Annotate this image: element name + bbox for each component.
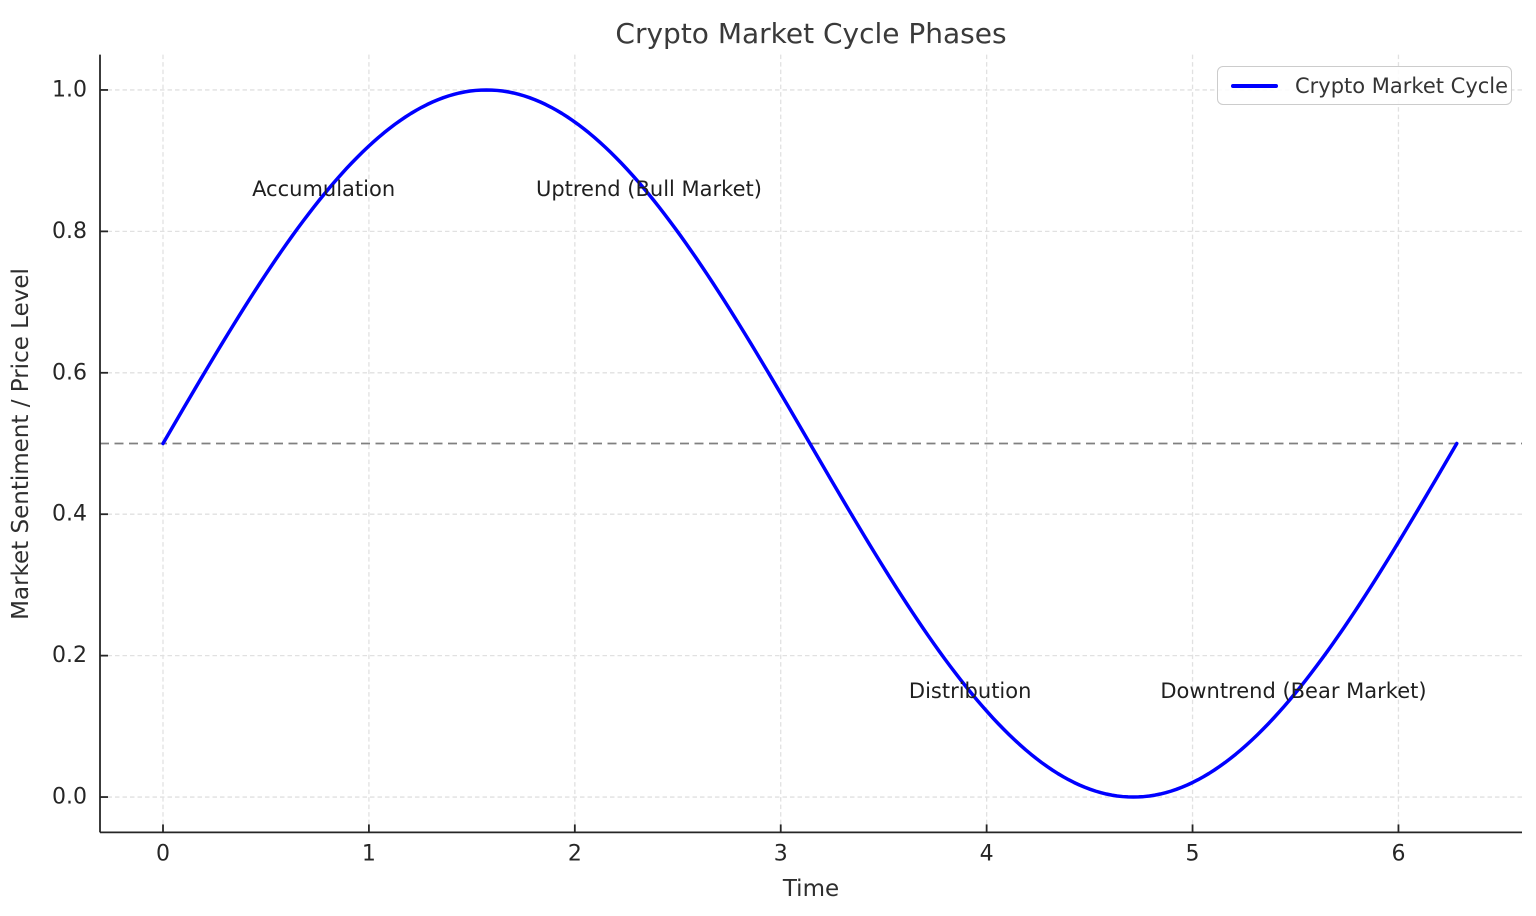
legend-line-swatch	[1231, 83, 1278, 88]
y-tick-label: 0.8	[52, 219, 87, 244]
curve-layer	[161, 88, 1459, 799]
x-tick-label: 6	[1391, 841, 1405, 866]
x-tick-label: 4	[980, 841, 994, 866]
legend-label: Crypto Market Cycle	[1295, 73, 1509, 98]
x-tick-label: 5	[1186, 841, 1200, 866]
market-cycle-curve	[161, 88, 1459, 799]
chart-title: Crypto Market Cycle Phases	[615, 17, 1006, 50]
x-axis-label: Time	[782, 876, 839, 902]
y-tick-label: 0.4	[52, 502, 87, 527]
y-tick-label: 0.2	[52, 643, 87, 668]
x-tick-label: 0	[156, 841, 170, 866]
annotation-label: Uptrend (Bull Market)	[536, 177, 762, 201]
y-axis-label: Market Sentiment / Price Level	[8, 268, 34, 620]
y-tick-label: 0.0	[52, 785, 87, 810]
annotation-label: Distribution	[909, 679, 1032, 703]
x-tick-label: 3	[774, 841, 788, 866]
annotation-label: Accumulation	[252, 177, 395, 201]
tick-layer: 0 1 2 3 4 5 6 0.0 0.2 0.4 0.6 0.8 1.0	[52, 77, 1405, 866]
annotation-label: Downtrend (Bear Market)	[1160, 679, 1426, 703]
x-tick-label: 1	[362, 841, 376, 866]
y-tick-label: 1.0	[52, 77, 87, 102]
axis-spine-layer	[99, 54, 1522, 834]
legend: Crypto Market Cycle	[1217, 66, 1512, 105]
y-tick-label: 0.6	[52, 360, 87, 385]
x-tick-label: 2	[568, 841, 582, 866]
annotation-layer: Accumulation Uptrend (Bull Market) Distrib…	[252, 177, 1426, 703]
